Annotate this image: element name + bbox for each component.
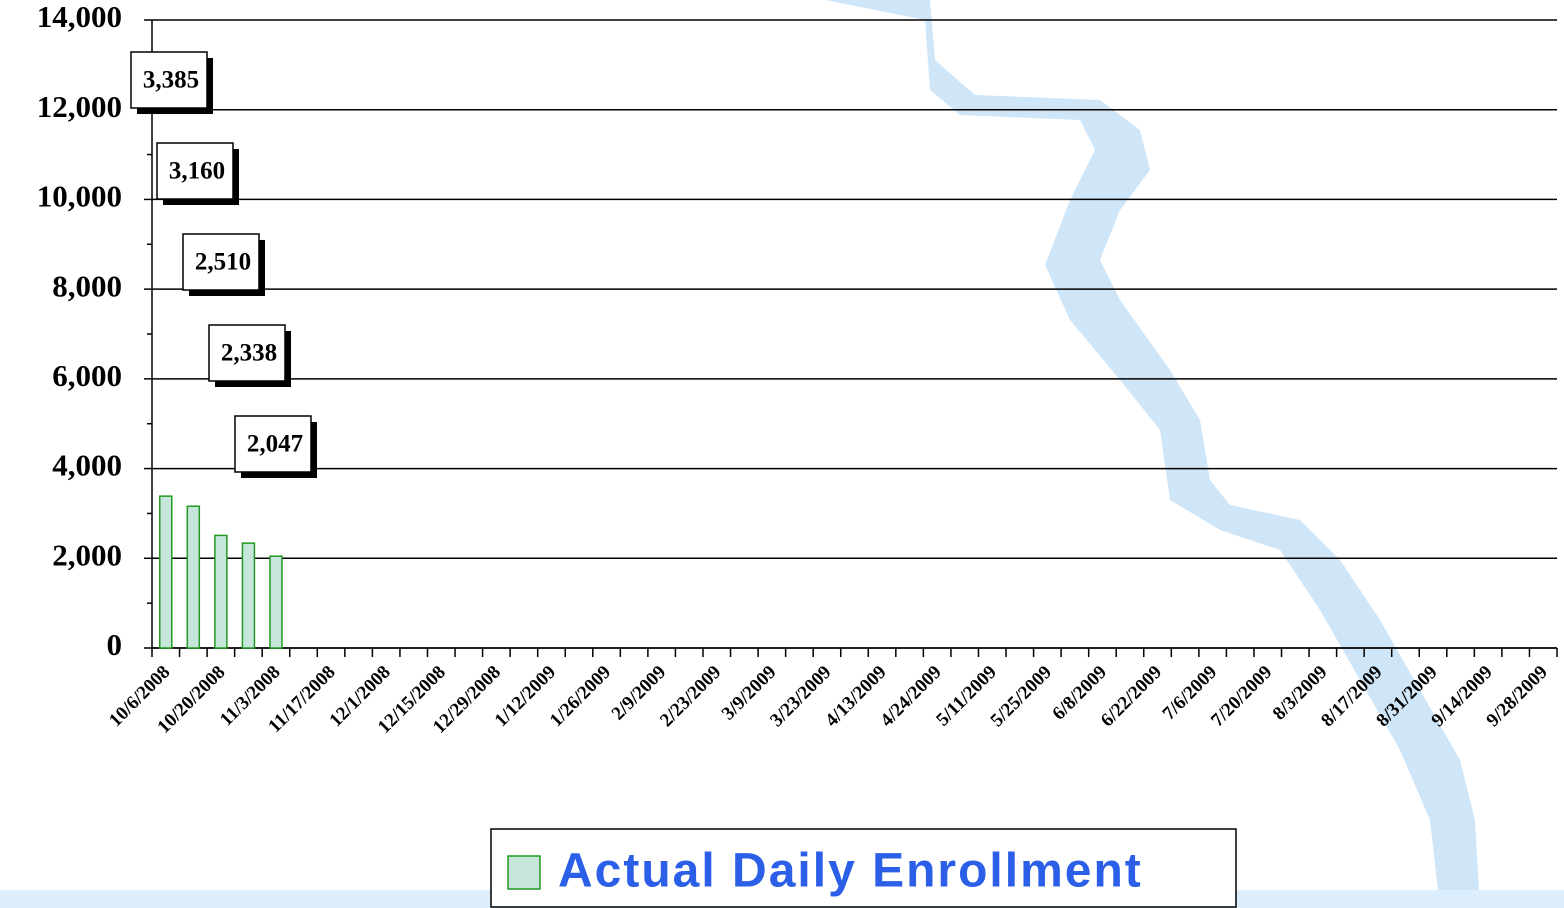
- y-tick-label: 2,000: [52, 537, 122, 572]
- bar: [214, 534, 228, 649]
- value-label: 2,510: [195, 249, 251, 276]
- x-tick-label: 4/24/2009: [876, 662, 945, 731]
- value-label-box: [234, 415, 312, 473]
- y-tick-label: 8,000: [52, 268, 122, 303]
- watermark: [825, 0, 1480, 908]
- x-tick-label: 6/22/2009: [1097, 662, 1166, 731]
- bar: [159, 495, 173, 649]
- value-label: 2,338: [221, 340, 277, 367]
- y-tick-label: 14,000: [37, 0, 122, 34]
- value-label-box: [156, 142, 234, 200]
- legend-swatch: [507, 855, 541, 890]
- legend-box: [490, 828, 1237, 908]
- bar: [269, 555, 283, 649]
- y-tick-label: 10,000: [37, 179, 122, 214]
- bar: [186, 505, 201, 649]
- y-tick-label: 6,000: [52, 358, 122, 393]
- bar: [241, 542, 256, 649]
- y-tick-label: 12,000: [37, 89, 122, 124]
- x-tick-label: 2/23/2009: [656, 662, 725, 731]
- x-tick-label: 5/25/2009: [987, 662, 1056, 731]
- x-tick-label: 9/28/2009: [1483, 662, 1552, 731]
- value-label: 3,385: [143, 67, 199, 94]
- legend-label: Actual Daily Enrollment: [558, 845, 1143, 898]
- y-tick-label: 4,000: [52, 448, 122, 483]
- x-tick-label: 7/20/2009: [1207, 662, 1276, 731]
- y-tick-label: 0: [107, 627, 123, 662]
- value-label: 2,047: [247, 431, 303, 458]
- value-label: 3,160: [169, 158, 225, 185]
- value-label-box: [182, 233, 260, 291]
- value-label-box: [130, 51, 208, 109]
- x-tick-label: 1/26/2009: [546, 662, 615, 731]
- value-label-box: [208, 324, 286, 382]
